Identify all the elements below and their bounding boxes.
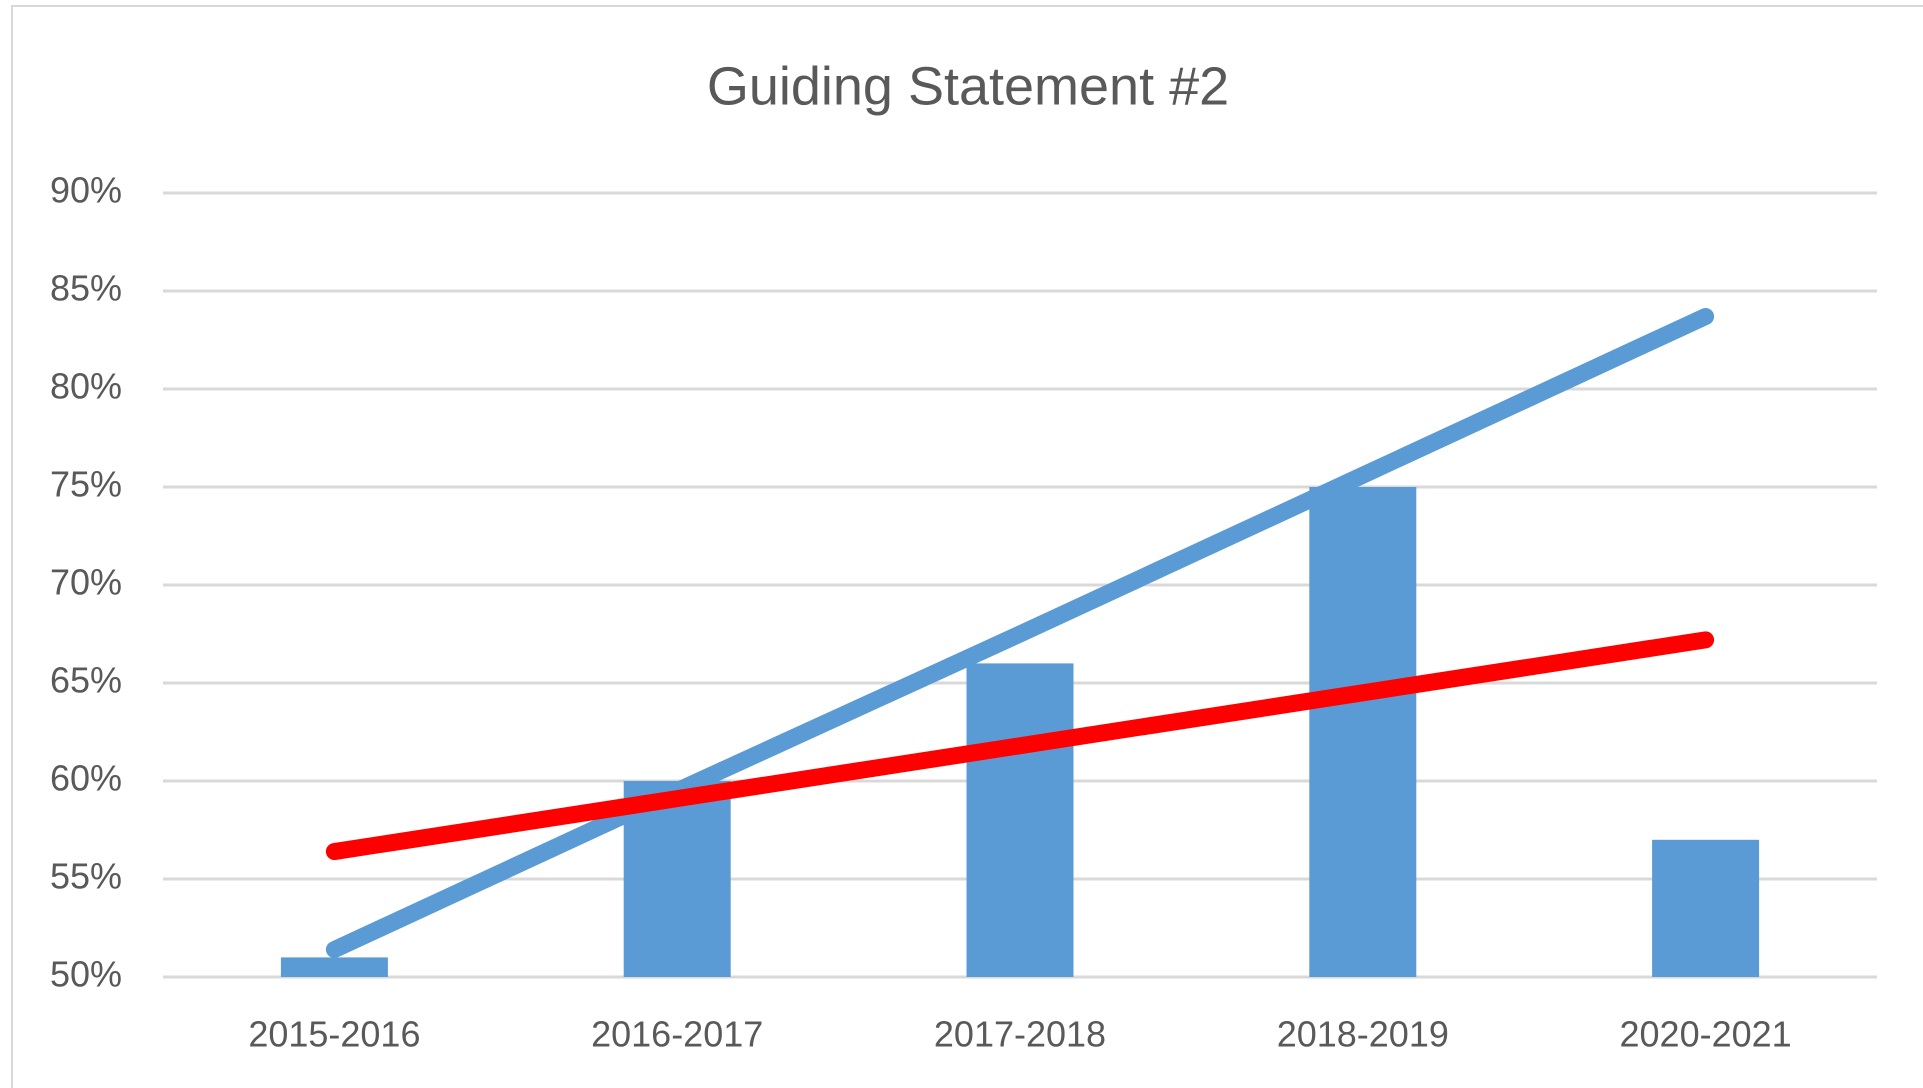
y-tick-label: 90%	[50, 170, 122, 211]
x-tick-label: 2018-2019	[1277, 1014, 1449, 1055]
bar	[966, 663, 1074, 977]
y-tick-label: 70%	[50, 562, 122, 603]
bar	[1309, 487, 1417, 977]
y-tick-label: 50%	[50, 954, 122, 995]
x-tick-label: 2015-2016	[248, 1014, 420, 1055]
y-tick-label: 80%	[50, 366, 122, 407]
y-tick-label: 75%	[50, 464, 122, 505]
bar	[1652, 839, 1760, 977]
bar	[280, 957, 388, 977]
trend-line	[325, 307, 1715, 959]
y-tick-label: 55%	[50, 856, 122, 897]
y-tick-label: 65%	[50, 660, 122, 701]
x-tick-label: 2017-2018	[934, 1014, 1106, 1055]
y-tick-label: 60%	[50, 758, 122, 799]
y-tick-label: 85%	[50, 268, 122, 309]
chart-title: Guiding Statement #2	[707, 56, 1229, 116]
trend-line	[325, 631, 1715, 861]
x-tick-label: 2016-2017	[591, 1014, 763, 1055]
x-tick-label: 2020-2021	[1620, 1014, 1792, 1055]
